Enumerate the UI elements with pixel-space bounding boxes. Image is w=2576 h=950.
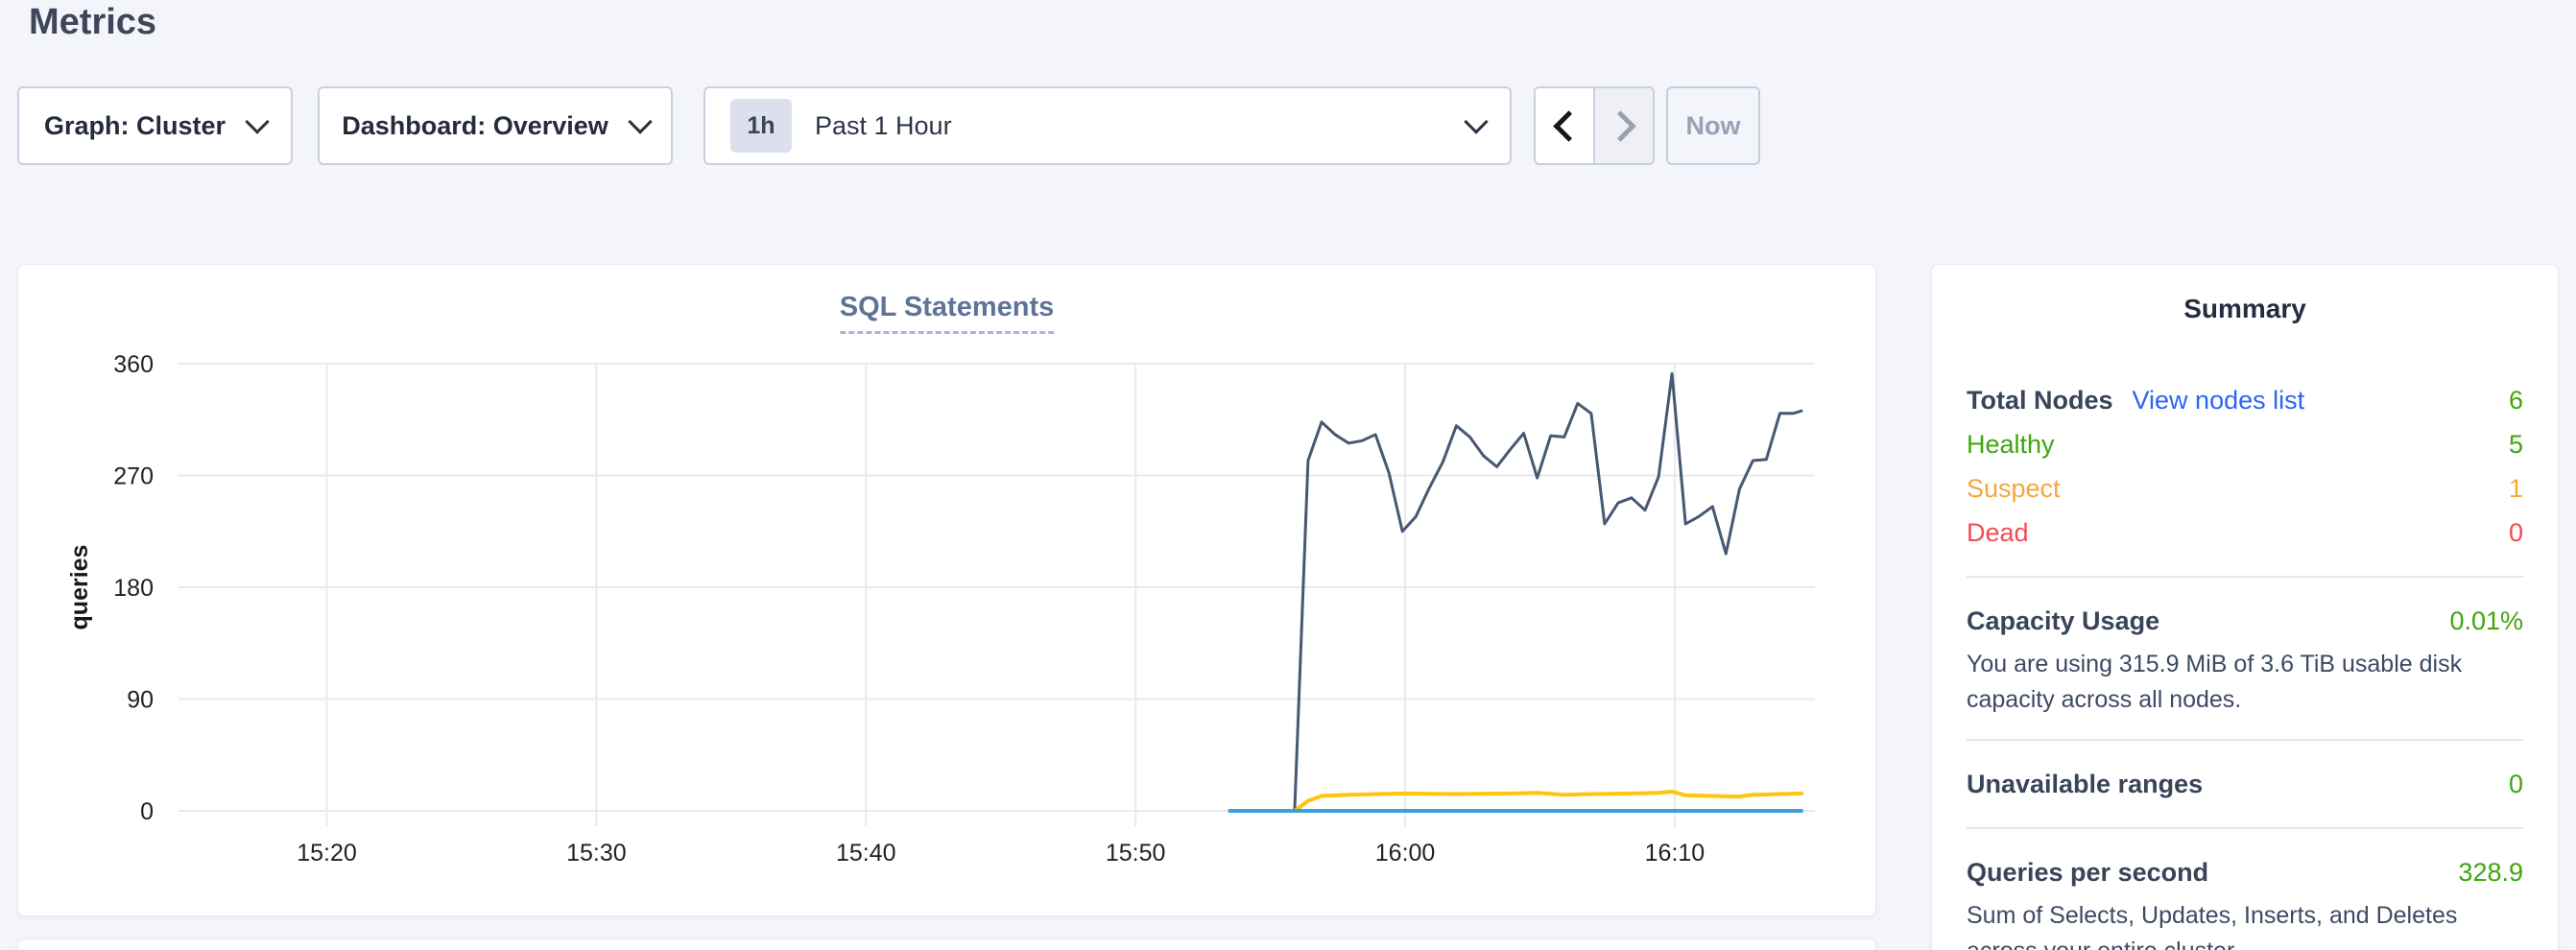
dashboard-dropdown-label: Dashboard: Overview bbox=[342, 110, 608, 140]
total-nodes-row: Total Nodes View nodes list 6 bbox=[1967, 378, 2523, 422]
dashboard-dropdown[interactable]: Dashboard: Overview bbox=[318, 86, 673, 165]
y-tick-label: 0 bbox=[140, 798, 154, 825]
next-chart-card bbox=[17, 938, 1876, 950]
page-title: Metrics bbox=[29, 2, 157, 42]
suspect-label: Suspect bbox=[1967, 474, 2061, 503]
summary-title: Summary bbox=[2183, 294, 2306, 323]
healthy-label: Healthy bbox=[1967, 430, 2055, 459]
dark-blue-series-line bbox=[1228, 371, 1803, 813]
x-tick-label: 15:30 bbox=[566, 840, 627, 867]
time-next-button[interactable] bbox=[1593, 88, 1653, 163]
time-prev-button[interactable] bbox=[1536, 88, 1593, 163]
y-tick-label: 90 bbox=[127, 687, 154, 714]
x-tick-label: 16:00 bbox=[1375, 840, 1436, 867]
y-tick-label: 180 bbox=[113, 575, 154, 602]
chevron-down-icon bbox=[1464, 109, 1489, 134]
capacity-usage-description: You are using 315.9 MiB of 3.6 TiB usabl… bbox=[1967, 651, 2463, 713]
unavailable-ranges-label: Unavailable ranges bbox=[1967, 770, 2204, 798]
sql-statements-card: SQL Statements 15:20 15:30 15:40 15:50 16:00… bbox=[17, 264, 1876, 916]
total-nodes-value: 6 bbox=[2508, 386, 2523, 415]
unavailable-ranges-row: Unavailable ranges 0 bbox=[1967, 762, 2523, 806]
x-tick-label: 15:50 bbox=[1106, 840, 1166, 867]
chevron-left-icon bbox=[1552, 109, 1585, 142]
divider bbox=[1967, 827, 2523, 829]
x-tick-label: 15:20 bbox=[297, 840, 357, 867]
x-tick-label: 15:40 bbox=[836, 840, 896, 867]
time-range-selector[interactable]: 1h Past 1 Hour bbox=[704, 86, 1512, 165]
suspect-value: 1 bbox=[2508, 474, 2523, 503]
queries-per-second-label: Queries per second bbox=[1967, 858, 2209, 887]
time-range-badge: 1h bbox=[730, 99, 792, 153]
dead-label: Dead bbox=[1967, 518, 2029, 547]
chevron-down-icon bbox=[628, 109, 653, 134]
y-tick-label: 360 bbox=[113, 351, 154, 378]
queries-per-second-row: Queries per second 328.9 bbox=[1967, 850, 2523, 894]
total-nodes-label: Total Nodes bbox=[1967, 386, 2113, 415]
y-tick-label: 270 bbox=[113, 463, 154, 490]
y-axis-title: queries bbox=[66, 545, 93, 630]
chart-title[interactable]: SQL Statements bbox=[839, 292, 1055, 334]
view-nodes-list-link[interactable]: View nodes list bbox=[2132, 386, 2305, 415]
capacity-usage-label: Capacity Usage bbox=[1967, 606, 2160, 635]
summary-panel: Summary Total Nodes View nodes list 6 He… bbox=[1931, 264, 2559, 950]
chevron-right-icon bbox=[1604, 109, 1636, 142]
healthy-nodes-row: Healthy 5 bbox=[1967, 422, 2523, 466]
dead-value: 0 bbox=[2508, 518, 2523, 547]
graph-dropdown[interactable]: Graph: Cluster bbox=[17, 86, 293, 165]
chevron-down-icon bbox=[245, 109, 270, 134]
suspect-nodes-row: Suspect 1 bbox=[1967, 466, 2523, 511]
now-button[interactable]: Now bbox=[1666, 86, 1760, 165]
capacity-usage-value: 0.01% bbox=[2449, 606, 2523, 635]
yellow-series-line bbox=[1228, 789, 1803, 813]
healthy-value: 5 bbox=[2508, 430, 2523, 459]
divider bbox=[1967, 576, 2523, 578]
time-step-button-group bbox=[1534, 86, 1655, 165]
capacity-usage-row: Capacity Usage 0.01% bbox=[1967, 599, 2523, 643]
dead-nodes-row: Dead 0 bbox=[1967, 511, 2523, 555]
queries-per-second-value: 328.9 bbox=[2458, 858, 2523, 887]
x-tick-label: 16:10 bbox=[1645, 840, 1705, 867]
queries-per-second-description: Sum of Selects, Updates, Inserts, and De… bbox=[1967, 902, 2458, 950]
divider bbox=[1967, 739, 2523, 741]
graph-dropdown-label: Graph: Cluster bbox=[43, 110, 227, 140]
unavailable-ranges-value: 0 bbox=[2508, 770, 2523, 798]
time-range-label: Past 1 Hour bbox=[815, 110, 952, 140]
sql-statements-chart[interactable]: 15:20 15:30 15:40 15:50 16:00 16:10 0 90 180 270 3… bbox=[18, 265, 1877, 917]
